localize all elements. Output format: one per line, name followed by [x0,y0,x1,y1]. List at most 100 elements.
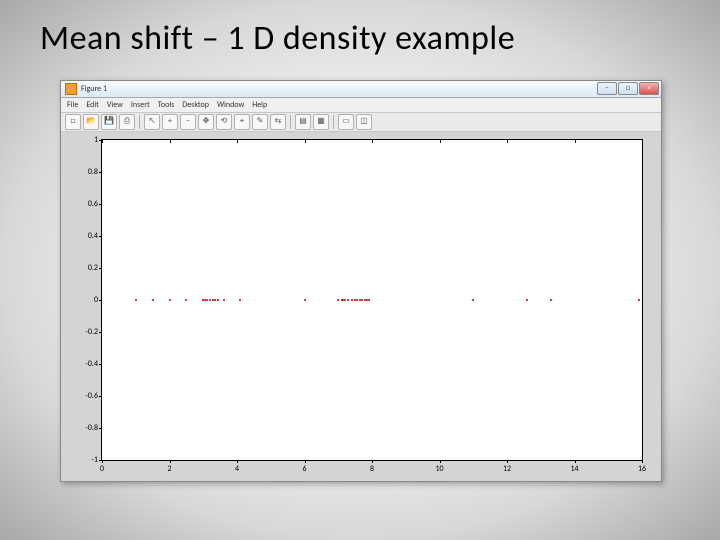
data-point [217,299,219,301]
zoom-out-icon[interactable]: − [180,114,196,130]
scatter-plot: -1-0.8-0.6-0.4-0.200.20.40.60.8102468101… [101,139,643,461]
x-tick [102,460,103,463]
hide-plot-tools-icon[interactable]: ▭ [338,114,354,130]
data-point [152,299,154,301]
data-point [368,299,370,301]
close-button[interactable]: × [639,82,659,95]
x-tick-label: 2 [167,464,171,474]
data-point [135,299,137,301]
titlebar[interactable]: Figure 1 – □ × [61,81,661,98]
save-icon[interactable]: 💾 [101,114,117,130]
menu-help[interactable]: Help [252,100,267,110]
y-tick-label: 0.2 [74,263,98,273]
x-tick [372,460,373,463]
print-icon[interactable]: ⎙ [119,114,135,130]
x-tick-top [237,140,238,143]
open-icon[interactable]: 📂 [83,114,99,130]
y-tick-label: -0.6 [74,391,98,401]
data-point [239,299,241,301]
x-tick-label: 12 [503,464,511,474]
data-point [344,299,346,301]
data-point [347,299,349,301]
data-point [223,299,225,301]
data-point [169,299,171,301]
x-tick-top [102,140,103,143]
x-tick [170,460,171,463]
dock-icon[interactable]: ◫ [356,114,372,130]
insert-colorbar-icon[interactable]: ▤ [295,114,311,130]
data-point [472,299,474,301]
x-tick-label: 8 [370,464,374,474]
slide: Mean shift – 1 D density example Figure … [0,0,720,540]
new-icon[interactable]: □ [65,114,81,130]
toolbar-separator [139,115,140,129]
data-point [361,299,363,301]
y-tick [99,236,102,237]
x-tick [575,460,576,463]
menu-insert[interactable]: Insert [131,100,150,110]
data-point [185,299,187,301]
x-tick-top [372,140,373,143]
x-tick-label: 6 [302,464,306,474]
data-point [526,299,528,301]
brush-icon[interactable]: ✎ [252,114,268,130]
data-cursor-icon[interactable]: ⌖ [234,114,250,130]
x-tick [642,460,643,463]
data-point [638,299,640,301]
menu-tools[interactable]: Tools [158,100,175,110]
menu-view[interactable]: View [107,100,123,110]
x-tick-label: 16 [638,464,646,474]
x-tick-label: 4 [235,464,239,474]
data-point [351,299,353,301]
insert-legend-icon[interactable]: ▦ [313,114,329,130]
x-tick-top [440,140,441,143]
x-tick-top [170,140,171,143]
y-tick-label: 0.6 [74,199,98,209]
y-tick-label: -1 [74,455,98,465]
data-point [206,299,208,301]
data-point [209,299,211,301]
toolbar: □📂💾⎙ ↖+−✥⟲⌖✎⇆ ▤▦ ▭◫ [61,113,661,132]
x-tick-label: 0 [100,464,104,474]
zoom-in-icon[interactable]: + [162,114,178,130]
link-icon[interactable]: ⇆ [270,114,286,130]
minimize-button[interactable]: – [597,82,617,95]
toolbar-separator [290,115,291,129]
data-point [337,299,339,301]
toolbar-separator [333,115,334,129]
y-tick-label: 0.4 [74,231,98,241]
x-tick-top [642,140,643,143]
y-tick [99,268,102,269]
y-tick-label: 0 [74,295,98,305]
y-tick-label: -0.4 [74,359,98,369]
y-tick [99,300,102,301]
window-buttons: – □ × [597,82,659,95]
menu-edit[interactable]: Edit [86,100,99,110]
data-point [550,299,552,301]
data-point [214,299,216,301]
x-tick [507,460,508,463]
menu-desktop[interactable]: Desktop [182,100,209,110]
y-tick-label: -0.2 [74,327,98,337]
rotate-icon[interactable]: ⟲ [216,114,232,130]
y-tick-label: -0.8 [74,423,98,433]
x-tick-top [507,140,508,143]
y-tick [99,172,102,173]
pan-icon[interactable]: ✥ [198,114,214,130]
y-tick [99,204,102,205]
window-title: Figure 1 [81,84,107,94]
x-tick [305,460,306,463]
matlab-figure-icon [65,83,77,95]
figure-window: Figure 1 – □ × File Edit View Insert Tools De… [60,80,662,482]
menu-file[interactable]: File [67,100,78,110]
y-tick [99,428,102,429]
data-point [356,299,358,301]
x-tick-label: 14 [570,464,578,474]
pointer-icon[interactable]: ↖ [144,114,160,130]
maximize-button[interactable]: □ [618,82,638,95]
x-tick-label: 10 [435,464,443,474]
y-tick [99,396,102,397]
menu-window[interactable]: Window [217,100,244,110]
x-tick-top [575,140,576,143]
y-tick [99,332,102,333]
